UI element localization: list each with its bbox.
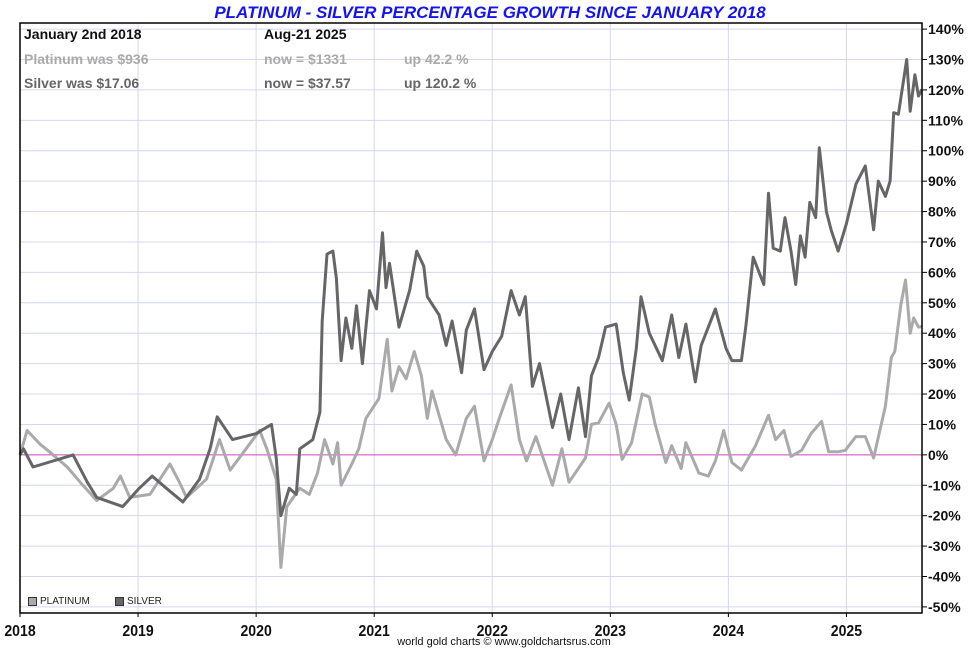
x-tick-label: 2024 bbox=[713, 622, 745, 640]
x-tick-label: 2021 bbox=[359, 622, 390, 640]
y-tick-label: 60% bbox=[928, 264, 957, 280]
legend-swatch-platinum bbox=[28, 597, 37, 606]
silver-current-price: now = $37.57 bbox=[264, 75, 351, 91]
y-tick-label: -20% bbox=[928, 508, 961, 524]
y-tick-label: 20% bbox=[928, 386, 957, 402]
y-tick-label: -50% bbox=[928, 599, 961, 615]
y-tick-label: 130% bbox=[928, 51, 964, 67]
platinum-growth: up 42.2 % bbox=[404, 51, 469, 67]
y-tick-label: -30% bbox=[928, 538, 961, 554]
legend-swatch-silver bbox=[115, 597, 124, 606]
series-line-platinum bbox=[18, 278, 923, 569]
start-date-label: January 2nd 2018 bbox=[24, 26, 142, 42]
platinum-start-price: Platinum was $936 bbox=[24, 51, 149, 67]
y-tick-label: 40% bbox=[928, 325, 957, 341]
silver-growth: up 120.2 % bbox=[404, 75, 477, 91]
legend-label-silver: SILVER bbox=[127, 596, 162, 607]
y-tick-label: 140% bbox=[928, 21, 964, 37]
plot-frame bbox=[19, 22, 923, 614]
legend-label-platinum: PLATINUM bbox=[40, 596, 90, 607]
end-date-label: Aug-21 2025 bbox=[264, 26, 347, 42]
y-tick-label: 50% bbox=[928, 295, 957, 311]
y-tick-label: 120% bbox=[928, 82, 964, 98]
x-tick-label: 2023 bbox=[595, 622, 626, 640]
platinum-current-price: now = $1331 bbox=[264, 51, 347, 67]
x-tick-label: 2019 bbox=[122, 622, 153, 640]
chart-title: PLATINUM - SILVER PERCENTAGE GROWTH SINC… bbox=[214, 3, 766, 22]
y-tick-label: 90% bbox=[928, 173, 957, 189]
x-tick-label: 2025 bbox=[831, 622, 862, 640]
legend-silver: SILVER bbox=[115, 596, 162, 607]
y-tick-label: -10% bbox=[928, 477, 961, 493]
x-tick-label: 2020 bbox=[240, 622, 271, 640]
x-tick-label: 2022 bbox=[477, 622, 508, 640]
x-tick-label: 2018 bbox=[4, 622, 35, 640]
y-tick-label: 10% bbox=[928, 416, 957, 432]
footer-credit: world gold charts © www.goldchartsrus.co… bbox=[397, 636, 611, 648]
legend-platinum: PLATINUM bbox=[28, 596, 90, 607]
y-tick-label: 30% bbox=[928, 356, 957, 372]
y-tick-label: -40% bbox=[928, 569, 961, 585]
y-tick-label: 110% bbox=[928, 112, 964, 128]
y-tick-label: 70% bbox=[928, 234, 957, 250]
y-tick-label: 0% bbox=[928, 447, 949, 463]
series-line-silver bbox=[18, 58, 924, 518]
y-tick-label: 80% bbox=[928, 204, 957, 220]
y-tick-label: 100% bbox=[928, 143, 964, 159]
silver-start-price: Silver was $17.06 bbox=[24, 75, 140, 91]
